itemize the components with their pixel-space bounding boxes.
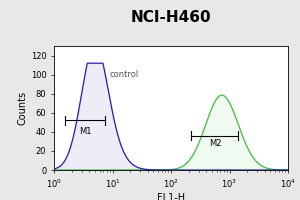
Text: M1: M1 — [79, 127, 91, 136]
Text: M2: M2 — [208, 139, 221, 148]
Y-axis label: Counts: Counts — [18, 91, 28, 125]
Text: control: control — [109, 70, 139, 79]
X-axis label: FL1-H: FL1-H — [157, 193, 185, 200]
Text: NCI-H460: NCI-H460 — [131, 10, 211, 25]
